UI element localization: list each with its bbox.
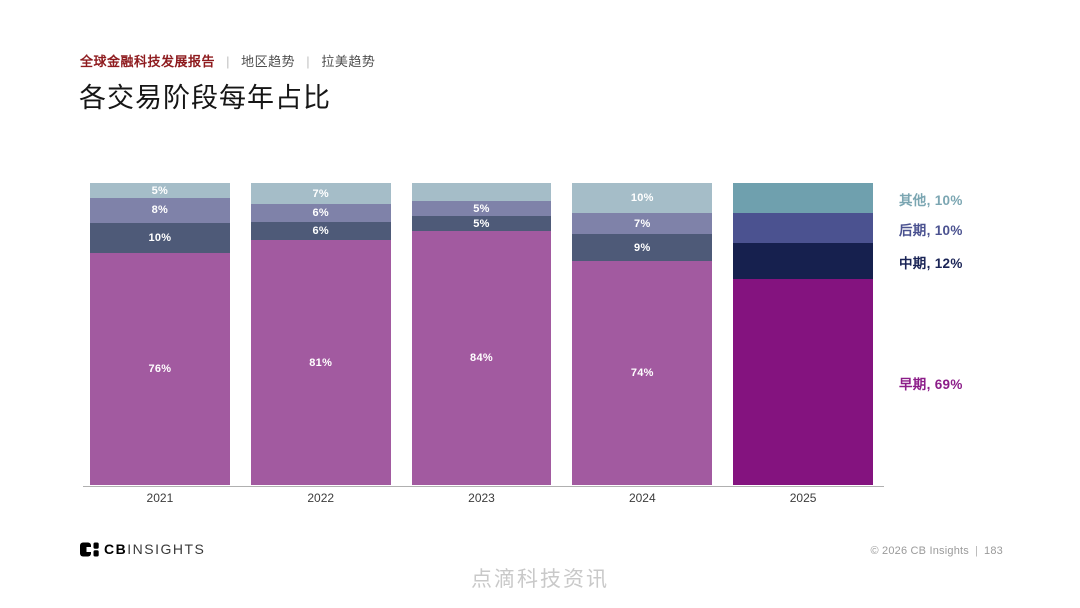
bar-2021: 5% 8% 10% 76% (90, 183, 230, 485)
chart-legend: 其他, 10% 后期, 10% 中期, 12% 早期, 69% (899, 183, 1074, 485)
footer-separator: | (974, 545, 979, 557)
cbinsights-logo-icon (80, 542, 99, 557)
bar-segment-2024: 9% (572, 234, 713, 262)
breadcrumb-separator: | (306, 54, 311, 69)
breadcrumb: 全球金融科技发展报告 | 地区趋势 | 拉美趋势 (80, 51, 375, 70)
x-axis-line (83, 486, 884, 487)
legend-item-其他: 其他, 10% (899, 192, 963, 208)
cbinsights-logo: CBINSIGHTS (80, 541, 205, 557)
report-title: 全球金融科技发展报告 (80, 54, 216, 69)
bar-2023: 5% 5% 84% (411, 183, 552, 485)
cbinsights-logo-text: CBINSIGHTS (104, 541, 206, 557)
bar-segment-2022: 6% (250, 204, 391, 223)
bar-2024: 10% 7% 9% 74% (572, 183, 713, 485)
bar-segment-value: 76% (148, 363, 172, 376)
bar-segment-value: 8% (151, 204, 169, 217)
page-number: 183 (984, 545, 1003, 557)
x-axis-label-2023: 2023 (468, 491, 495, 505)
bar-segment-value: 7% (634, 217, 651, 230)
bar-segment-2023: 5% (411, 216, 552, 232)
bar-2022: 7% 6% 6% 81% (250, 183, 391, 485)
watermark: 点滴科技资讯 (471, 568, 609, 591)
bar-segment-value: 84% (470, 352, 493, 365)
bar-segment-2021: 76% (90, 253, 230, 485)
bar-segment-2022: 81% (250, 240, 391, 485)
bar-segment-2025 (733, 278, 873, 485)
bar-segment-2025 (733, 212, 873, 243)
bar-segment-2024: 10% (572, 183, 713, 214)
bar-segment-value: 74% (630, 367, 654, 380)
copyright-and-page-number: © 2026 CB Insights | 183 (870, 545, 1003, 557)
bar-segment-value: 10% (148, 231, 172, 244)
bar-segment-2024: 74% (572, 261, 713, 485)
bar-segment-2021: 10% (90, 222, 230, 254)
legend-item-早期: 早期, 69% (899, 376, 963, 392)
bar-segment-2021: 8% (90, 198, 230, 223)
x-axis-label-2022: 2022 (307, 491, 335, 505)
bar-segment-2023 (411, 183, 552, 202)
bar-segment-2022: 7% (250, 183, 391, 205)
bar-segment-value: 9% (634, 241, 651, 254)
x-axis-label-2024: 2024 (628, 491, 656, 505)
bar-segment-value: 6% (312, 225, 329, 238)
breadcrumb-latam-trends: 拉美趋势 (321, 54, 376, 69)
bar-segment-2023: 5% (411, 201, 552, 217)
stacked-bar-chart: 5% 8% 10% 76% 7% 6% 6% 81% 5% 5% 84% 10% 7% 9% 74% (90, 183, 873, 485)
breadcrumb-region-trends: 地区趋势 (241, 54, 296, 69)
bar-segment-2023: 84% (411, 231, 552, 485)
x-axis-labels: 2021 2022 2023 2024 2025 (90, 491, 873, 505)
x-axis-label-2025: 2025 (789, 491, 817, 505)
bar-segment-value: 81% (309, 356, 333, 369)
bar-segment-value: 5% (473, 217, 490, 230)
legend-item-后期: 后期, 10% (899, 222, 963, 238)
bar-2025 (733, 183, 873, 485)
bar-segment-value: 5% (473, 202, 490, 215)
breadcrumb-separator: | (226, 54, 231, 69)
bar-segment-2024: 7% (572, 213, 713, 235)
bar-segment-2025 (733, 242, 873, 279)
bar-segment-value: 5% (151, 184, 169, 197)
bar-segment-value: 7% (312, 187, 329, 200)
bar-segment-value: 6% (312, 207, 329, 220)
bar-segment-2021: 5% (90, 183, 230, 199)
bar-segment-2022: 6% (250, 222, 391, 241)
x-axis-label-2021: 2021 (146, 491, 174, 505)
bar-segment-2025 (733, 183, 873, 213)
page-title: 各交易阶段每年占比 (79, 83, 331, 113)
copyright-text: © 2026 CB Insights (870, 545, 969, 557)
legend-item-中期: 中期, 12% (899, 255, 963, 271)
bar-segment-value: 10% (630, 192, 654, 205)
